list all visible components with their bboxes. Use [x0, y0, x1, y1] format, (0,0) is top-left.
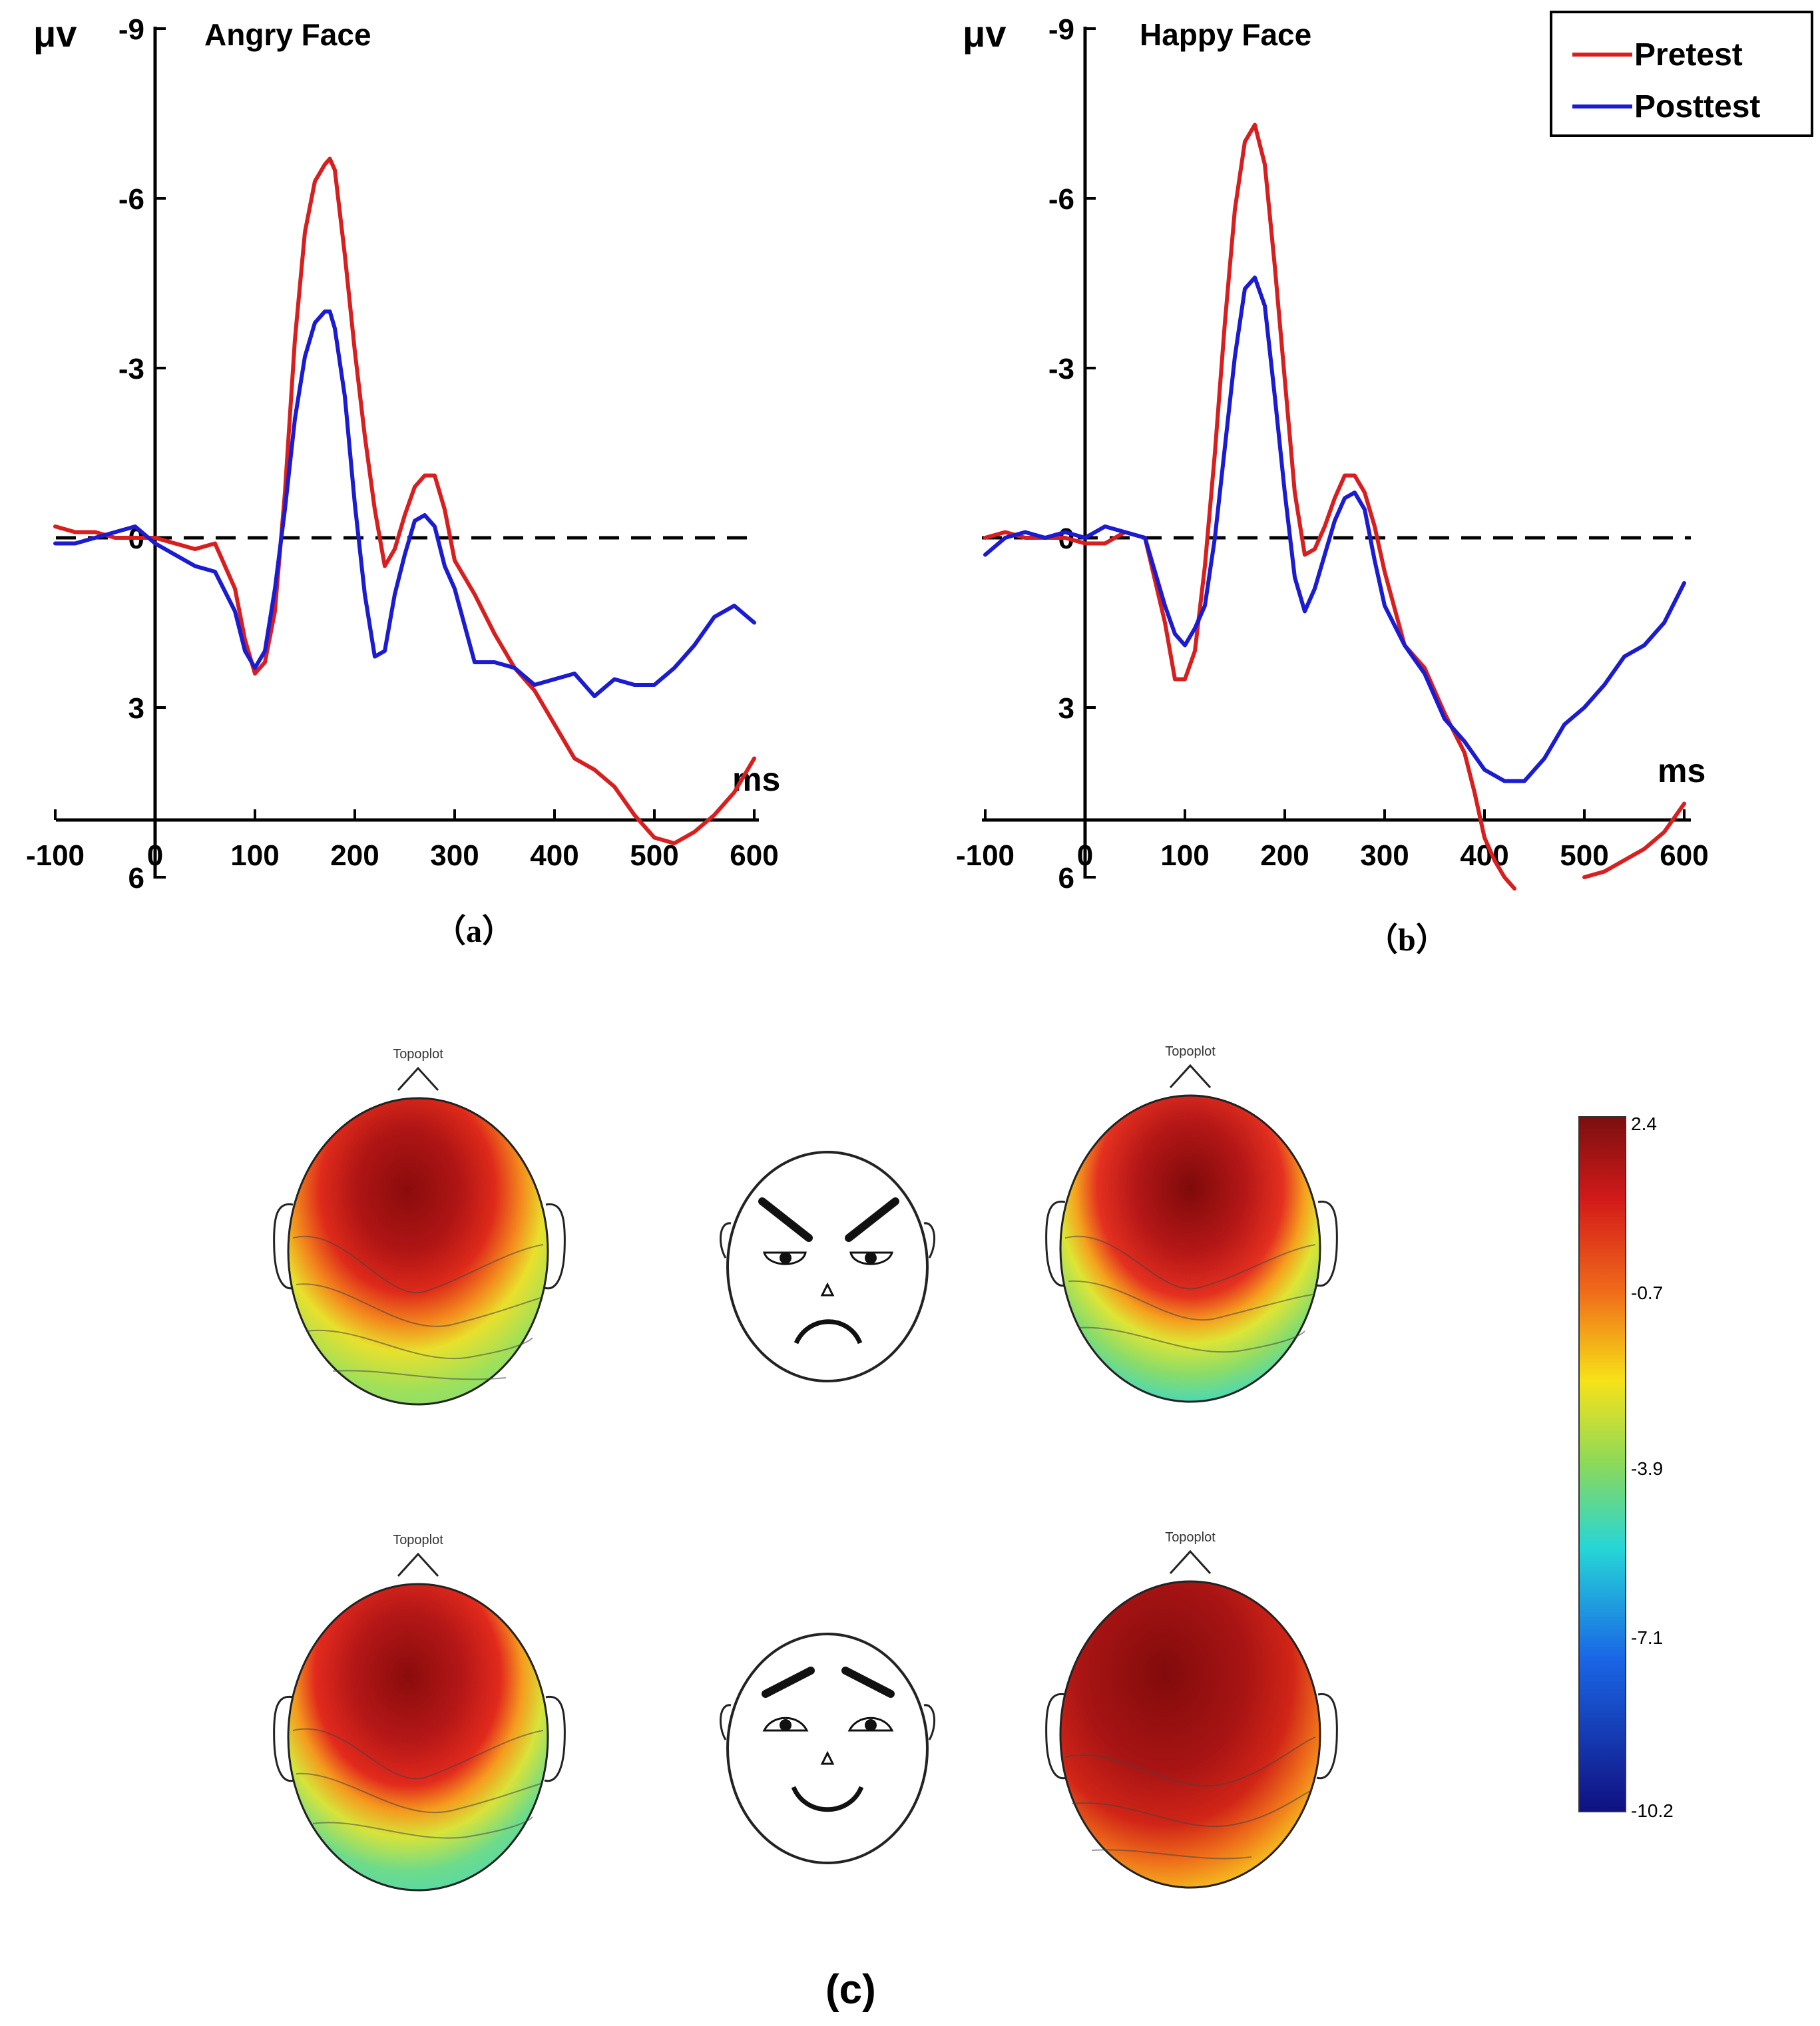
legend-posttest-label: Posttest	[1634, 89, 1760, 124]
head-nose	[397, 1552, 439, 1577]
panel-caption: （b）	[1366, 922, 1448, 958]
scalp-map	[287, 1583, 549, 1892]
y-tick-label: 6	[128, 862, 144, 895]
panel-caption: （a）	[434, 914, 514, 949]
x-tick-label: 500	[630, 839, 678, 872]
x-tick-label: 600	[730, 839, 778, 872]
y-tick-label: -9	[118, 13, 144, 46]
x-tick-label: 200	[330, 839, 379, 872]
y-tick-label: -6	[1048, 183, 1074, 216]
happy-face-icon	[719, 1633, 936, 1864]
y-tick-label: 3	[128, 692, 144, 725]
x-tick-label: 0	[147, 839, 163, 872]
contour-lines	[292, 1235, 544, 1380]
topoplot-label: Topoplot	[393, 1533, 443, 1547]
x-axis-label: ms	[732, 761, 780, 798]
topoplot-angry-pretest: Topoplot	[273, 1047, 566, 1406]
face-nose	[820, 1282, 835, 1297]
head-nose	[1169, 1549, 1212, 1575]
legend: Pretest Posttest	[1550, 11, 1813, 137]
face-outline	[726, 1151, 929, 1382]
y-axis-label: μv	[963, 13, 1006, 55]
happy-mouth	[791, 1786, 864, 1812]
colorbar-tick-label: -7.1	[1631, 1627, 1663, 1648]
chart-title: Angry Face	[204, 17, 371, 52]
x-tick-label: 400	[1460, 839, 1508, 872]
posttest-line	[983, 276, 1686, 783]
x-tick-label: 100	[1160, 839, 1209, 872]
angry-right-pupil	[865, 1252, 877, 1264]
colorbar-tick-label: -0.7	[1631, 1283, 1663, 1303]
colorbar-tick-label: -3.9	[1631, 1458, 1663, 1479]
x-tick-label: -100	[26, 839, 85, 872]
pretest-line	[983, 122, 1516, 891]
x-tick-label: 300	[1360, 839, 1409, 872]
scalp-map	[1059, 1580, 1321, 1889]
x-tick-label: 100	[230, 839, 279, 872]
face-left-ear	[719, 1222, 732, 1259]
scalp-map	[1059, 1094, 1321, 1403]
angry-mouth	[794, 1319, 863, 1344]
legend-pretest-label: Pretest	[1634, 37, 1743, 73]
y-axis-label: μv	[33, 13, 77, 55]
x-tick-label: 600	[1660, 839, 1708, 872]
head-right-ear	[1316, 1200, 1338, 1287]
contour-lines	[292, 1728, 544, 1839]
angry-right-brow	[845, 1197, 899, 1242]
y-tick-label: -9	[1048, 13, 1074, 46]
topoplot-happy-pretest: Topoplot	[273, 1533, 566, 1892]
pretest-line	[53, 156, 756, 845]
x-tick-label: 300	[430, 839, 479, 872]
happy-left-brow	[762, 1667, 815, 1698]
face-right-ear	[923, 1222, 936, 1259]
colorbar: 2.4 -0.7 -3.9 -7.1 -10.2	[1578, 1114, 1674, 1821]
face-nose	[820, 1750, 835, 1765]
angry-left-brow	[758, 1197, 813, 1242]
head-nose	[397, 1066, 439, 1092]
y-tick-label: 6	[1058, 862, 1074, 895]
x-tick-label: 400	[530, 839, 578, 872]
head-right-ear	[544, 1695, 566, 1782]
contour-lines	[1064, 1235, 1316, 1353]
x-tick-label: 0	[1077, 839, 1093, 872]
x-tick-label: 200	[1260, 839, 1309, 872]
head-right-ear	[1316, 1693, 1338, 1780]
head-nose	[1169, 1064, 1212, 1089]
angry-left-pupil	[780, 1252, 792, 1264]
pretest-line	[1582, 801, 1686, 879]
happy-right-pupil	[865, 1719, 877, 1731]
happy-right-brow	[841, 1667, 895, 1698]
topoplot-happy-posttest: Topoplot	[1045, 1530, 1338, 1889]
contour-lines	[1064, 1736, 1316, 1860]
topoplot-label: Topoplot	[393, 1047, 443, 1062]
x-tick-label: 500	[1560, 839, 1608, 872]
head-right-ear	[544, 1203, 566, 1290]
x-tick-label: -100	[956, 839, 1015, 872]
legend-box	[1550, 11, 1813, 137]
topoplot-angry-posttest: Topoplot	[1045, 1044, 1338, 1403]
scalp-map	[287, 1097, 549, 1406]
angry-face-icon	[719, 1151, 936, 1382]
face-left-ear	[719, 1704, 732, 1740]
colorbar-gradient	[1578, 1116, 1626, 1812]
posttest-line	[53, 309, 756, 698]
happy-left-pupil	[780, 1719, 792, 1731]
y-tick-label: -6	[118, 183, 144, 216]
panel-caption: (c)	[825, 1967, 876, 2013]
topoplot-label: Topoplot	[1165, 1530, 1216, 1545]
colorbar-tick-label: 2.4	[1631, 1114, 1657, 1134]
erp-chart-happy: Happy Face μv ms （b） Pretest Posttest -9…	[956, 11, 1813, 958]
y-tick-label: -3	[1048, 353, 1074, 385]
colorbar-tick-label: -10.2	[1631, 1800, 1674, 1821]
face-right-ear	[923, 1704, 936, 1740]
y-tick-label: -3	[118, 353, 144, 385]
x-axis-label: ms	[1658, 752, 1706, 789]
chart-title: Happy Face	[1140, 17, 1311, 52]
topoplot-label: Topoplot	[1165, 1044, 1216, 1059]
face-outline	[726, 1633, 929, 1864]
topoplot-panel: Topoplot Topoplot	[273, 1044, 1674, 2013]
y-tick-label: 3	[1058, 692, 1074, 725]
